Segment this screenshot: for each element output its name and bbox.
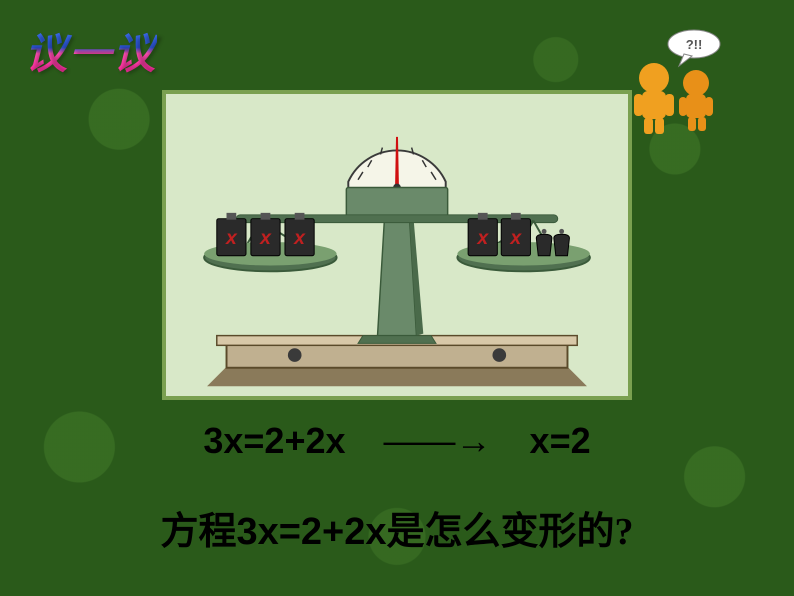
people-illustration: ?!! bbox=[614, 28, 734, 138]
balance-svg: x x x x bbox=[166, 94, 628, 396]
question-math: 3x=2+2x bbox=[236, 511, 386, 553]
right-pan: x x bbox=[457, 213, 589, 271]
question-line: 方程3x=2+2x是怎么变形的? bbox=[0, 500, 794, 555]
svg-text:x: x bbox=[225, 227, 238, 249]
right-weight-1: x bbox=[468, 213, 497, 256]
equation-left: 3x=2+2x bbox=[203, 420, 345, 461]
question-prefix: 方程 bbox=[160, 511, 236, 553]
people-svg: ?!! bbox=[614, 28, 734, 138]
balance-scale-illustration: x x x x bbox=[162, 90, 632, 400]
right-weight-2: x bbox=[501, 213, 530, 256]
slide-title: 议一议 bbox=[25, 20, 157, 81]
question-suffix: 是怎么变形的? bbox=[387, 511, 634, 553]
svg-text:x: x bbox=[293, 227, 306, 249]
equation-line: 3x=2+2x ——→ x=2 bbox=[0, 420, 794, 462]
small-weight-2 bbox=[554, 229, 570, 256]
equation-arrow: ——→ bbox=[384, 420, 492, 462]
bubble-text: ?!! bbox=[686, 37, 703, 52]
person-2 bbox=[679, 70, 713, 131]
person-1 bbox=[634, 63, 674, 134]
svg-text:x: x bbox=[259, 227, 272, 249]
left-weight-2: x bbox=[251, 213, 280, 256]
speech-bubble: ?!! bbox=[668, 30, 720, 66]
left-weight-1: x bbox=[217, 213, 246, 256]
balance-pillar bbox=[358, 219, 436, 344]
small-weight-1 bbox=[536, 229, 552, 256]
left-weight-3: x bbox=[285, 213, 314, 256]
equation-right: x=2 bbox=[530, 420, 591, 461]
svg-text:x: x bbox=[509, 227, 522, 249]
balance-dial bbox=[346, 137, 447, 221]
svg-text:x: x bbox=[476, 227, 489, 249]
